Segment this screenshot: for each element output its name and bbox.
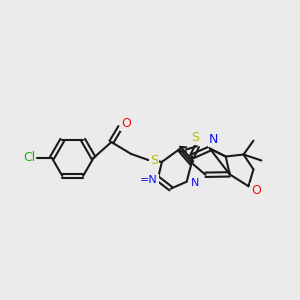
Text: O: O (121, 117, 131, 130)
Text: N: N (190, 178, 199, 188)
Text: S: S (191, 131, 199, 144)
Text: Cl: Cl (23, 152, 35, 164)
Text: O: O (251, 184, 261, 197)
Text: =N: =N (140, 175, 158, 185)
Text: N: N (209, 133, 218, 146)
Text: S: S (150, 154, 158, 167)
